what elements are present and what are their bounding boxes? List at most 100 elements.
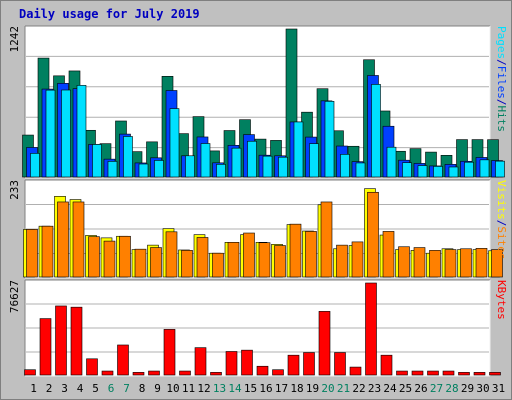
day-label-23: 23 [368, 382, 381, 395]
bar-kbytes-day-undefined [303, 352, 315, 376]
bar-sites-day-undefined [429, 250, 441, 278]
bar-pages-day-4 [76, 85, 87, 178]
bar-pages-day-17 [278, 156, 288, 178]
bar-kbytes-day-undefined [179, 370, 191, 376]
bar-kbytes-day-undefined [287, 354, 300, 376]
bar-sites-day-undefined [491, 249, 503, 278]
day-label-10: 10 [166, 382, 179, 395]
legend-3: KBytes [495, 280, 508, 320]
day-label-9: 9 [154, 382, 161, 395]
day-label-5: 5 [92, 382, 99, 395]
day-label-20: 20 [321, 382, 334, 395]
bar-kbytes-day-undefined [55, 305, 67, 376]
bar-kbytes-day-undefined [442, 370, 455, 376]
day-label-8: 8 [139, 382, 146, 395]
day-label-4: 4 [77, 382, 84, 395]
day-label-31: 31 [492, 382, 505, 395]
bar-pages-day-14 [231, 147, 242, 178]
bar-sites-day-undefined [181, 250, 193, 278]
bar-pages-day-11 [185, 155, 195, 178]
bar-pages-day-23 [371, 84, 381, 178]
legend-sites: Sites [495, 226, 508, 259]
bar-kbytes-day-undefined [473, 372, 486, 376]
bar-kbytes-day-undefined [70, 306, 83, 376]
bar-sites-day-undefined [336, 244, 348, 278]
bar-kbytes-day-undefined [458, 372, 470, 376]
day-label-25: 25 [399, 382, 412, 395]
bar-kbytes-day-undefined [194, 347, 207, 376]
bar-kbytes-day-undefined [24, 369, 36, 376]
bar-sites-day-undefined [320, 201, 333, 278]
bar-pages-day-10 [169, 108, 180, 178]
bar-kbytes-day-undefined [225, 351, 238, 376]
bar-pages-day-13 [216, 164, 226, 178]
bar-sites-day-undefined [88, 236, 100, 278]
bar-sites-day-undefined [274, 245, 286, 278]
bar-pages-day-18 [293, 121, 304, 178]
bar-sites-day-undefined [460, 248, 472, 278]
bar-pages-day-9 [154, 160, 164, 178]
bar-kbytes-day-undefined [489, 372, 501, 376]
bar-kbytes-day-undefined [396, 370, 408, 376]
day-label-11: 11 [182, 382, 195, 395]
ymax-label-2: 233 [8, 180, 21, 200]
bar-sites-day-undefined [258, 242, 271, 278]
legend-hits: Hits [495, 106, 508, 133]
bar-kbytes-day-undefined [365, 282, 377, 376]
bar-kbytes-day-undefined [117, 344, 129, 376]
bar-pages-day-27 [433, 166, 443, 178]
day-label-7: 7 [123, 382, 130, 395]
legend-visits: Visits [495, 180, 508, 220]
day-label-14: 14 [228, 382, 242, 395]
bar-sites-day-undefined [57, 201, 69, 278]
legend-files: Files [495, 66, 508, 99]
day-label-3: 3 [61, 382, 68, 395]
bar-sites-day-undefined [398, 246, 410, 278]
day-label-1: 1 [30, 382, 37, 395]
day-label-15: 15 [244, 382, 257, 395]
bar-pages-day-16 [262, 155, 273, 178]
bar-kbytes-day-undefined [256, 365, 269, 376]
legend-separator: / [495, 220, 508, 227]
bar-sites-day-undefined [41, 225, 54, 278]
bar-sites-day-undefined [196, 237, 209, 278]
bar-pages-day-24 [386, 146, 397, 178]
day-label-24: 24 [383, 382, 397, 395]
bar-sites-day-undefined [26, 229, 38, 278]
bar-pages-day-15 [247, 140, 257, 178]
legend-kbytes: KBytes [495, 280, 508, 320]
ymax-label-1: 1242 [8, 26, 21, 53]
bar-sites-day-undefined [212, 252, 224, 278]
bar-sites-day-undefined [382, 231, 395, 278]
bar-kbytes-day-undefined [210, 372, 222, 376]
bar-pages-day-1 [30, 153, 40, 178]
bar-sites-day-undefined [134, 248, 147, 278]
bar-sites-day-undefined [165, 231, 178, 278]
bar-pages-day-8 [138, 163, 149, 178]
day-label-18: 18 [290, 382, 303, 395]
bar-pages-day-6 [107, 161, 118, 178]
bar-pages-day-26 [417, 165, 428, 178]
bar-kbytes-day-undefined [380, 354, 393, 376]
bar-pages-day-7 [123, 136, 133, 178]
day-label-13: 13 [213, 382, 226, 395]
day-label-19: 19 [306, 382, 319, 395]
bar-sites-day-undefined [367, 191, 379, 278]
ymax-label-3: 76627 [8, 280, 21, 313]
bar-pages-day-29 [464, 161, 474, 178]
legend-separator: / [495, 99, 508, 106]
bar-pages-day-31 [495, 160, 505, 178]
bar-pages-day-2 [45, 89, 56, 178]
bar-kbytes-day-undefined [132, 372, 145, 376]
bar-pages-day-3 [61, 89, 71, 178]
bar-kbytes-day-undefined [334, 352, 346, 376]
bar-kbytes-day-undefined [318, 311, 331, 376]
bar-sites-day-undefined [305, 231, 317, 278]
bar-pages-day-22 [355, 162, 366, 178]
bar-sites-day-undefined [475, 248, 488, 278]
day-label-21: 21 [337, 382, 350, 395]
bar-pages-day-20 [324, 101, 335, 178]
bar-kbytes-day-undefined [427, 370, 439, 376]
bar-sites-day-undefined [119, 235, 131, 278]
bar-sites-day-undefined [289, 223, 302, 278]
